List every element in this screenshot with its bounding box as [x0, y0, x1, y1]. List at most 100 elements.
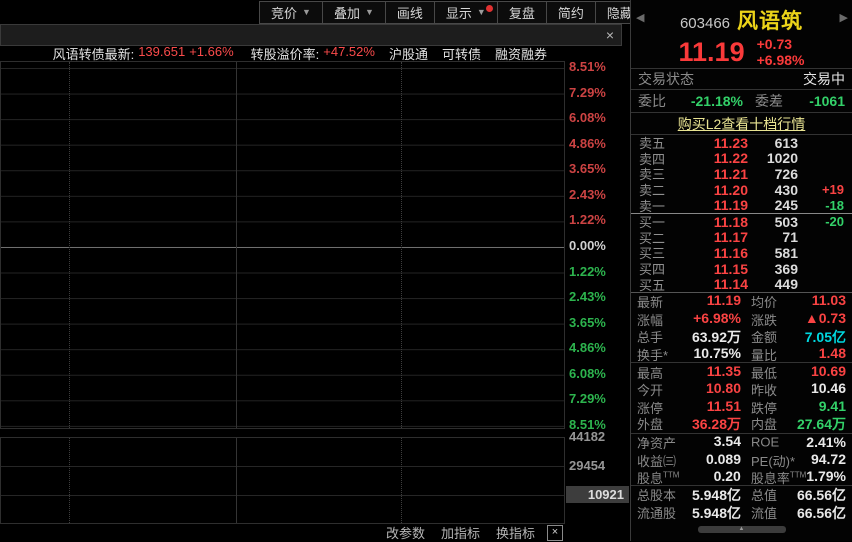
- stat-value: 0.20: [713, 467, 741, 484]
- stat-row: 总股本 5.948亿 总值 66.56亿: [631, 486, 852, 504]
- close-icon[interactable]: ×: [605, 27, 614, 43]
- bid-row[interactable]: 买二 11.17 71: [631, 229, 852, 246]
- bid-level-label: 买三: [639, 246, 666, 262]
- ask-volume: 726: [774, 165, 798, 182]
- bid-volume: 449: [774, 276, 798, 293]
- ask-order-book: 卖五 11.23 613 卖四 11.22 1020 卖三 11.21 726 …: [631, 135, 852, 214]
- simple-mode-button[interactable]: 简约: [545, 1, 596, 24]
- stat-row: 今开 10.80 昨收 10.46: [631, 380, 852, 399]
- stat-value: 1.48: [818, 344, 846, 361]
- stock-code: 603466: [679, 15, 731, 32]
- ask-level-label: 卖五: [639, 136, 666, 152]
- ask-volume: 1020: [766, 150, 798, 167]
- stat-value: 10.69: [810, 362, 846, 379]
- percent-tick-label: 1.22%: [569, 263, 606, 279]
- ask-row[interactable]: 卖二 11.20 430 +19: [631, 181, 852, 199]
- panel-scroll-handle[interactable]: ▲: [697, 525, 786, 533]
- hide-button-label: 隐藏: [606, 6, 633, 21]
- stat-label: 股息TTM: [637, 470, 680, 486]
- stat-label: ROE: [751, 434, 780, 450]
- stat-value: 5.948亿: [691, 504, 741, 521]
- stat-label: 最高: [637, 365, 664, 381]
- add-indicator-link[interactable]: 加指标: [440, 526, 480, 541]
- stat-label: 内盘: [751, 417, 778, 433]
- chevron-down-icon: ▼: [302, 7, 311, 17]
- trade-status-value: 交易中: [803, 71, 845, 87]
- stat-value: 63.92万: [691, 328, 741, 345]
- switch-indicator-link[interactable]: 换指标: [495, 526, 535, 541]
- stat-value: 10.80: [705, 380, 741, 397]
- percent-tick-label: 4.86%: [569, 135, 606, 151]
- stat-value: 11.35: [706, 362, 741, 379]
- ask-level-label: 卖二: [639, 183, 666, 199]
- ask-volume: 430: [774, 181, 798, 198]
- stat-label: 涨幅: [637, 312, 664, 328]
- bid-level-label: 买四: [639, 262, 666, 278]
- auction-button[interactable]: 竞价 ▼: [259, 1, 323, 24]
- stock-name: 风语筑: [737, 10, 804, 33]
- bid-volume: 71: [782, 229, 798, 246]
- bid-price: 11.15: [713, 260, 748, 277]
- quote-panel: ◀ ▶ 603466 风语筑 11.19 +0.73 +6.98% 交易状态 交…: [630, 0, 852, 541]
- buy-l2-link[interactable]: 购买L2查看十档行情: [677, 115, 806, 132]
- tag-hu-gu-tong[interactable]: 沪股通: [388, 46, 428, 62]
- time-gridline-solid: [236, 438, 237, 523]
- stat-value: 94.72: [810, 450, 846, 467]
- percent-tick-label: 7.29%: [569, 84, 606, 100]
- volume-current-label: 10921: [566, 486, 629, 503]
- close-indicator-icon[interactable]: ×: [547, 524, 563, 541]
- overlay-button[interactable]: 叠加 ▼: [321, 1, 386, 24]
- bid-row[interactable]: 买四 11.15 369: [631, 260, 852, 278]
- price-chart-pane[interactable]: [0, 61, 565, 429]
- stat-label: 最低: [751, 365, 778, 381]
- change-params-link[interactable]: 改参数: [385, 526, 425, 541]
- display-button[interactable]: 显示 ▼: [433, 1, 498, 24]
- price-change: +0.73: [756, 36, 793, 52]
- stat-row: 最新 11.19 均价 11.03: [631, 292, 852, 311]
- ask-volume-delta: +19: [821, 182, 844, 198]
- stat-label: 流值: [751, 505, 778, 521]
- stat-value: 10.46: [810, 380, 846, 397]
- time-gridline-dotted: [69, 62, 70, 428]
- bid-volume-delta: -20: [825, 214, 844, 230]
- stat-value: 5.948亿: [691, 487, 741, 504]
- bid-level-label: 买五: [639, 277, 666, 293]
- volume-chart-pane[interactable]: [0, 437, 565, 524]
- bid-price: 11.18: [713, 213, 748, 230]
- time-gridline-solid: [236, 62, 237, 428]
- stat-label: PE(动)*: [751, 453, 796, 469]
- l2-promo-row: 购买L2查看十档行情: [631, 113, 852, 135]
- ask-row[interactable]: 卖三 11.21 726: [631, 165, 852, 183]
- ask-price: 11.19: [713, 197, 748, 214]
- bid-row[interactable]: 买三 11.16 581: [631, 244, 852, 262]
- auction-button-label: 竞价: [271, 6, 298, 21]
- bond-label: 风语转债最新:: [52, 46, 135, 62]
- ask-row[interactable]: 卖一 11.19 245 -18: [631, 197, 852, 214]
- tag-margin-trading[interactable]: 融资融券: [494, 46, 547, 62]
- ask-level-label: 卖一: [639, 198, 666, 214]
- ask-row[interactable]: 卖四 11.22 1020: [631, 150, 852, 167]
- stat-label: 收益㈢: [637, 453, 677, 469]
- draw-line-button[interactable]: 画线: [384, 1, 435, 24]
- bid-price: 11.14: [713, 276, 748, 293]
- prev-stock-icon[interactable]: ◀: [636, 12, 645, 24]
- bond-change: +1.66%: [189, 43, 234, 59]
- chevron-down-icon: ▼: [364, 7, 374, 17]
- last-price: 11.19: [678, 36, 745, 67]
- percent-tick-label: 2.43%: [569, 289, 606, 305]
- next-stock-icon[interactable]: ▶: [839, 12, 848, 24]
- stat-label: 最新: [637, 295, 664, 311]
- bid-row[interactable]: 买一 11.18 503 -20: [631, 213, 852, 231]
- ask-price: 11.20: [713, 181, 748, 198]
- stat-label: 昨收: [751, 383, 778, 399]
- percent-tick-label: 1.22%: [569, 212, 606, 228]
- bid-row[interactable]: 买五 11.14 449: [631, 276, 852, 293]
- stat-label: 跌停: [751, 400, 778, 416]
- ask-row[interactable]: 卖五 11.23 613: [631, 135, 852, 152]
- tag-convertible-bond[interactable]: 可转债: [441, 46, 481, 62]
- replay-button-label: 复盘: [508, 6, 535, 21]
- stat-label: 总手: [637, 329, 664, 345]
- notification-dot-icon: [485, 5, 493, 12]
- replay-button[interactable]: 复盘: [496, 1, 547, 24]
- bid-volume: 581: [774, 244, 798, 261]
